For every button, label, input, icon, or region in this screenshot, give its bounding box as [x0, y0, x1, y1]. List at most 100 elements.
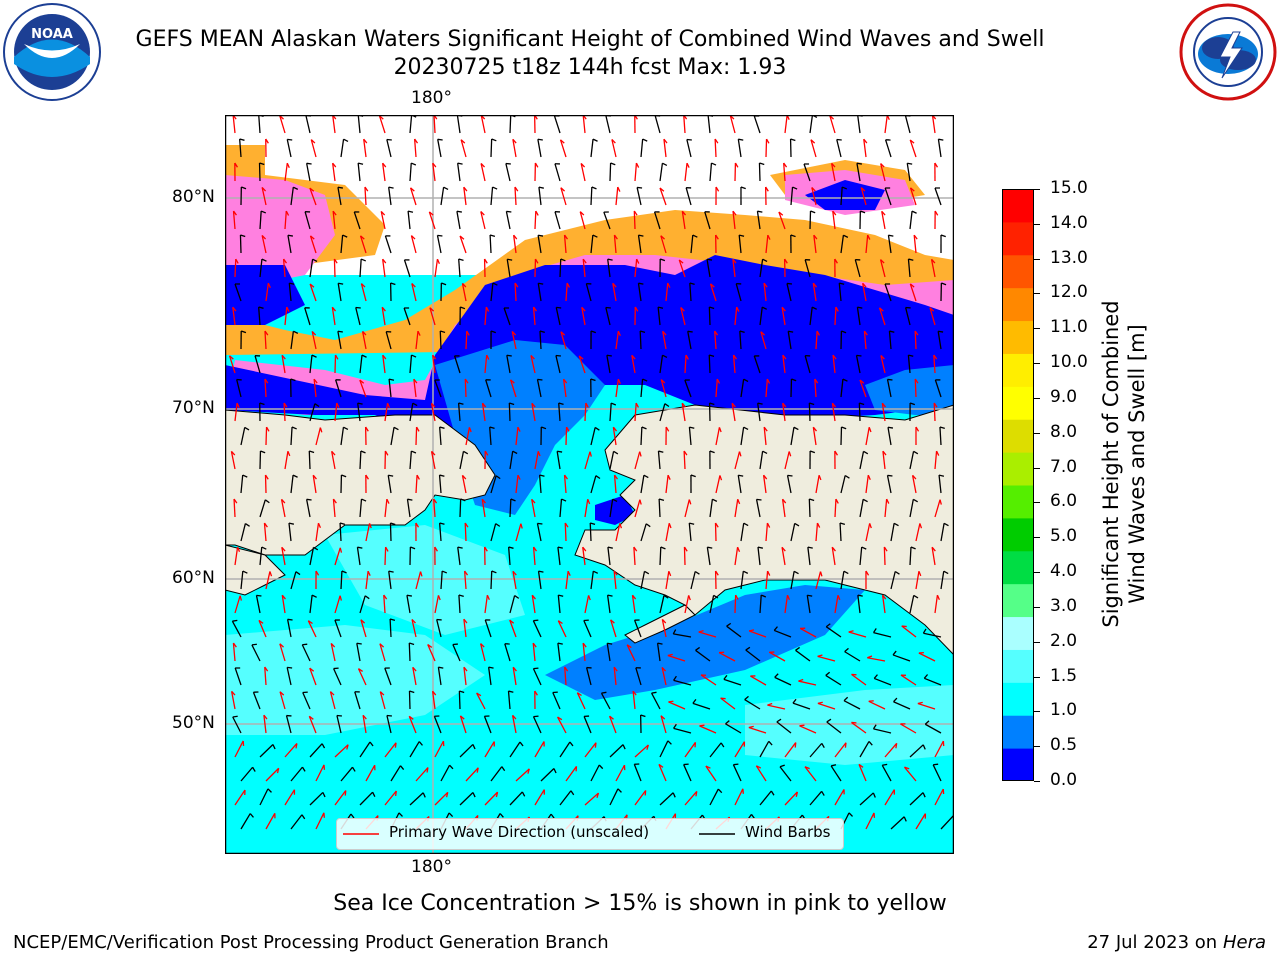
wind-barb: [240, 766, 254, 782]
wave-direction-arrow: [608, 715, 617, 734]
wind-barb: [440, 570, 443, 590]
wave-direction-arrow: [832, 355, 836, 374]
wind-barb-flag: [940, 234, 946, 238]
wind-barb: [790, 427, 795, 446]
wind-barb: [532, 668, 542, 686]
wind-barb: [795, 649, 811, 662]
wave-direction-arrow: [615, 523, 621, 542]
wind-barb-flag: [707, 546, 713, 549]
wind-barb: [924, 677, 942, 686]
wind-barb-flag: [825, 671, 831, 676]
wave-direction-arrow: [410, 235, 417, 254]
wave-direction-arrow: [934, 499, 941, 518]
wave-arrow-head: [236, 402, 240, 408]
wind-barb: [558, 402, 561, 422]
wind-barb-flag: [821, 743, 825, 749]
wave-direction-arrow: [484, 355, 488, 374]
wind-barb-flag: [913, 594, 919, 599]
wave-arrow-head: [819, 571, 823, 577]
wave-arrow-head: [283, 402, 288, 408]
wind-barb-flag: [287, 138, 293, 141]
wave-direction-arrow: [429, 307, 436, 326]
wave-arrow-head: [484, 258, 488, 264]
wave-direction-arrow: [261, 187, 267, 206]
wind-barb: [357, 115, 361, 134]
wave-arrow-head: [765, 186, 769, 192]
wind-barb: [940, 571, 945, 590]
wind-barb-flag: [739, 234, 745, 237]
wave-direction-arrow: [748, 630, 767, 638]
wind-barb-flag: [393, 426, 399, 431]
wave-direction-arrow: [763, 283, 767, 302]
wind-barb: [744, 699, 761, 710]
wind-barb-flag: [489, 426, 495, 429]
wind-barb: [673, 633, 692, 638]
wave-direction-arrow: [484, 741, 495, 758]
wind-barb-flag: [388, 378, 395, 381]
wave-direction-arrow: [884, 499, 888, 518]
wave-arrow-head: [415, 522, 420, 528]
colorbar-band: [1002, 485, 1034, 519]
footer-machine: Hera: [1222, 932, 1266, 953]
wave-arrow-head: [445, 792, 449, 798]
wind-barb-flag: [512, 450, 518, 455]
wave-arrow-head: [935, 450, 940, 456]
wave-direction-arrow: [534, 789, 545, 806]
wave-arrow-head: [895, 743, 898, 749]
wind-barb: [803, 163, 811, 182]
wind-barb: [335, 379, 342, 398]
wave-direction-arrow: [534, 210, 537, 230]
wave-arrow-head: [919, 523, 923, 529]
wind-barb: [490, 570, 493, 590]
wind-barb-flag: [538, 282, 544, 285]
wave-direction-arrow: [232, 643, 236, 662]
wave-arrow-head: [812, 282, 818, 288]
wave-direction-arrow: [379, 691, 386, 710]
wave-direction-arrow: [514, 186, 517, 206]
wave-arrow-head: [680, 307, 685, 312]
wind-barb: [359, 741, 371, 758]
wave-arrow-head: [564, 666, 569, 672]
wave-direction-arrow: [684, 595, 690, 614]
wind-barb: [838, 283, 842, 302]
wave-direction-arrow: [263, 715, 267, 734]
wave-arrow-head: [767, 702, 773, 706]
wave-direction-arrow: [729, 115, 736, 134]
wind-barb-flag: [809, 450, 816, 454]
wind-barb: [590, 186, 593, 206]
wind-barb: [904, 115, 911, 134]
wind-barb: [389, 618, 392, 638]
wave-direction-arrow: [284, 210, 287, 230]
colorbar-band: [1002, 419, 1034, 453]
wave-arrow-head: [461, 282, 467, 288]
wind-barb-flag: [811, 306, 817, 310]
colorbar-band: [1002, 287, 1034, 322]
wave-direction-arrow: [265, 283, 269, 302]
wind-barb: [659, 595, 665, 614]
wind-barb: [934, 379, 942, 398]
wind-barb-flag: [309, 450, 315, 454]
wave-arrow-head: [738, 451, 742, 457]
wind-barb-flag: [841, 330, 847, 334]
wind-barb: [259, 499, 266, 518]
wind-barb-flag: [533, 619, 539, 622]
wave-arrow-head: [512, 714, 517, 720]
wave-arrow-head: [580, 162, 586, 168]
wave-direction-arrow: [279, 691, 286, 710]
wind-barb-flag: [456, 210, 462, 213]
wind-barb: [384, 667, 392, 686]
wind-barb-flag: [555, 354, 561, 357]
wind-barb: [857, 115, 861, 134]
wind-barb: [873, 728, 892, 734]
wind-barb: [437, 667, 442, 686]
wind-barb-flag: [709, 306, 715, 310]
wave-direction-arrow: [784, 451, 790, 470]
wave-direction-arrow: [332, 163, 336, 182]
wave-direction-arrow: [284, 743, 298, 758]
wind-barb-flag: [640, 714, 646, 718]
wave-direction-arrow: [284, 307, 288, 326]
wave-arrow-head: [831, 546, 836, 552]
wind-barb: [389, 522, 392, 542]
wave-arrow-head: [481, 498, 486, 504]
wind-barb: [408, 642, 411, 662]
